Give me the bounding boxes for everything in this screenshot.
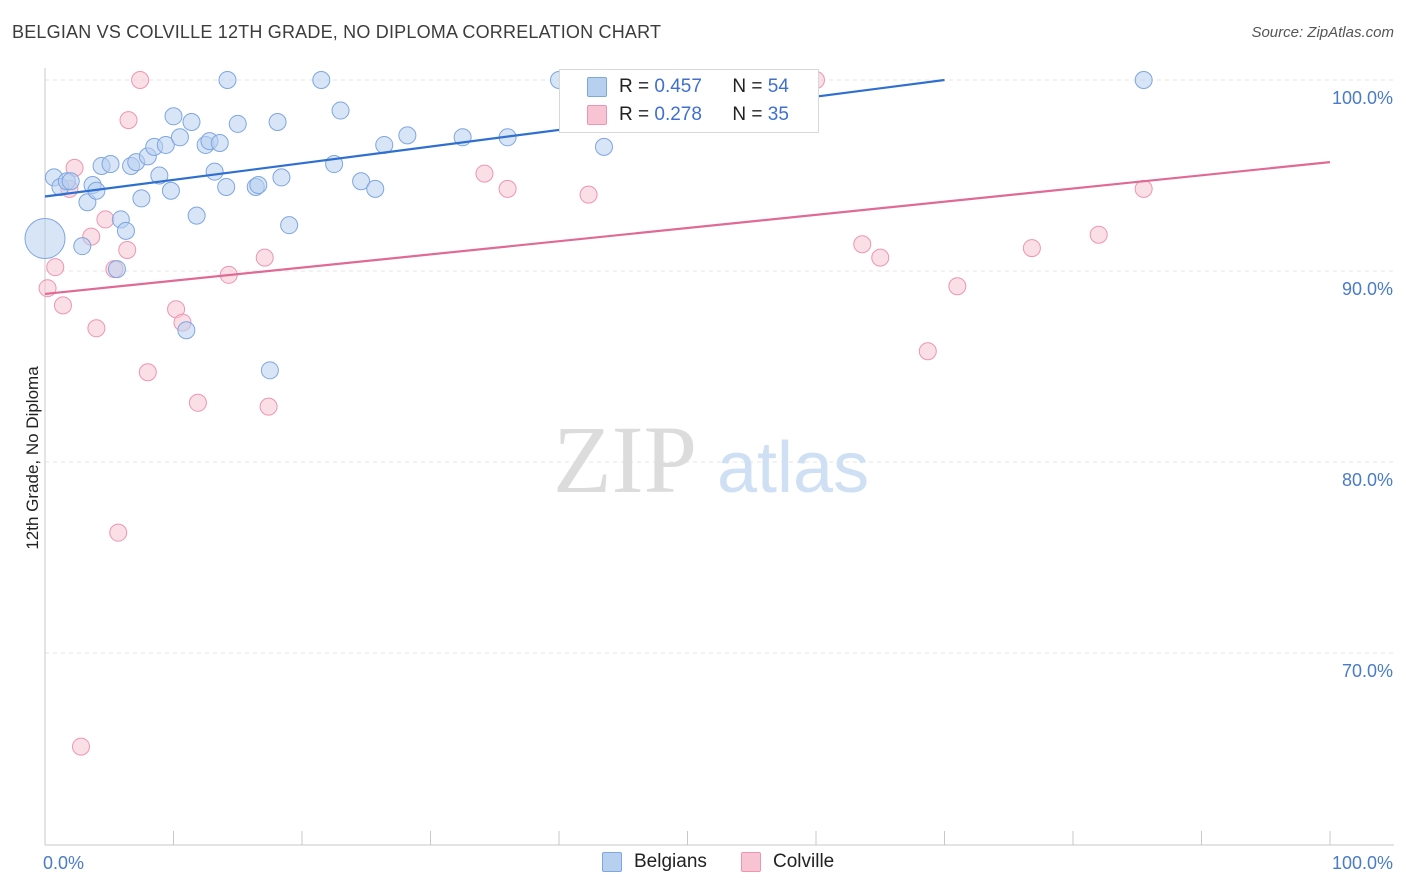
belgians-point — [260, 361, 279, 380]
belgians-point — [24, 218, 66, 260]
colville-point — [109, 523, 128, 542]
axes — [44, 68, 1394, 846]
legend-r-label: R = — [619, 76, 650, 97]
belgians-point — [170, 128, 189, 147]
belgians-point — [594, 137, 613, 156]
colville-point — [96, 210, 115, 229]
bottom-legend-swatch-colville — [741, 852, 761, 872]
belgians-point — [312, 71, 331, 89]
gridlines — [45, 79, 1394, 654]
belgians-point — [218, 71, 237, 89]
legend-n-value: 35 — [767, 104, 789, 125]
belgians-point — [150, 166, 169, 185]
belgians-point — [217, 177, 236, 196]
belgians-point — [101, 155, 120, 174]
source-label: Source: ZipAtlas.com — [1251, 24, 1394, 41]
colville-point — [579, 185, 598, 204]
colville-point — [188, 393, 207, 412]
belgians-point — [164, 107, 183, 126]
legend-r-value: 0.278 — [654, 104, 702, 125]
colville-point — [71, 737, 90, 756]
colville-point — [853, 235, 872, 254]
belgians-point — [268, 113, 287, 132]
colville-point — [498, 179, 517, 198]
watermark: ZIP atlas — [553, 406, 869, 513]
colville-point — [46, 258, 65, 277]
colville-point — [53, 296, 72, 315]
colville-point — [1022, 239, 1041, 258]
bottom-legend-swatch-belgians — [602, 852, 622, 872]
legend-n-value: 54 — [767, 76, 789, 97]
belgians-point — [352, 172, 371, 191]
belgians-point — [1134, 71, 1153, 89]
legend-swatch-belgians — [587, 77, 607, 97]
colville-point — [138, 363, 157, 382]
belgians-point — [249, 176, 268, 195]
belgians-point — [177, 321, 196, 340]
belgians-point — [210, 134, 229, 153]
y-tick-labels: 100.0% 90.0% 80.0% 70.0% — [1332, 88, 1393, 681]
belgians-point — [228, 114, 247, 133]
legend-swatch-colville — [587, 105, 607, 125]
belgians-point — [116, 221, 135, 240]
chart-title: BELGIAN VS COLVILLE 12TH GRADE, NO DIPLO… — [12, 22, 662, 42]
colville-point — [1089, 225, 1108, 244]
bottom-legend-label-belgians: Belgians — [634, 851, 707, 872]
colville-point — [87, 319, 106, 338]
colville-point — [948, 277, 967, 296]
colville-point — [918, 342, 937, 361]
y-tick-90: 90.0% — [1342, 279, 1393, 299]
belgians-point — [366, 179, 385, 198]
bottom-legend-colville: Colville — [741, 851, 834, 873]
belgians-point — [73, 237, 92, 256]
belgians-point — [132, 189, 151, 208]
colville-point — [871, 248, 890, 267]
colville-point — [475, 164, 494, 183]
belgians-point — [205, 162, 224, 181]
x-tick-100: 100.0% — [1332, 853, 1393, 873]
stats-legend: R = 0.457 N = 54 R = 0.278 N = 35 — [559, 69, 819, 133]
belgians-point — [280, 216, 299, 235]
belgians-point — [272, 168, 291, 187]
y-axis-title: 12th Grade, No Diploma — [23, 366, 42, 550]
legend-row-colville: R = 0.278 N = 35 — [560, 101, 789, 129]
colville-point — [131, 71, 150, 89]
y-tick-70: 70.0% — [1342, 661, 1393, 681]
legend-row-belgians: R = 0.457 N = 54 — [560, 73, 789, 101]
legend-r-label: R = — [619, 104, 650, 125]
belgians-point — [161, 181, 180, 200]
watermark-zip: ZIP — [553, 406, 697, 513]
x-ticks — [44, 831, 1331, 845]
colville-point — [119, 111, 138, 130]
colville-point — [118, 240, 137, 259]
colville-point — [255, 248, 274, 267]
bottom-legend-label-colville: Colville — [773, 851, 835, 872]
colville-point — [259, 397, 278, 416]
x-tick-0: 0.0% — [43, 853, 84, 873]
belgians-point — [331, 101, 350, 120]
belgians-point — [107, 260, 126, 279]
legend-n-label: N = — [732, 104, 763, 125]
legend-n-label: N = — [732, 76, 763, 97]
belgians-point — [398, 126, 417, 145]
belgians-point — [182, 113, 201, 132]
belgians-point — [187, 206, 206, 225]
colville-trend-line — [44, 161, 1331, 296]
legend-r-value: 0.457 — [654, 76, 702, 97]
belgians-point — [156, 135, 175, 154]
watermark-atlas: atlas — [717, 428, 869, 508]
belgians-point — [61, 172, 80, 191]
bottom-legend-belgians: Belgians — [602, 851, 707, 873]
y-tick-100: 100.0% — [1332, 88, 1393, 108]
y-tick-80: 80.0% — [1342, 470, 1393, 490]
